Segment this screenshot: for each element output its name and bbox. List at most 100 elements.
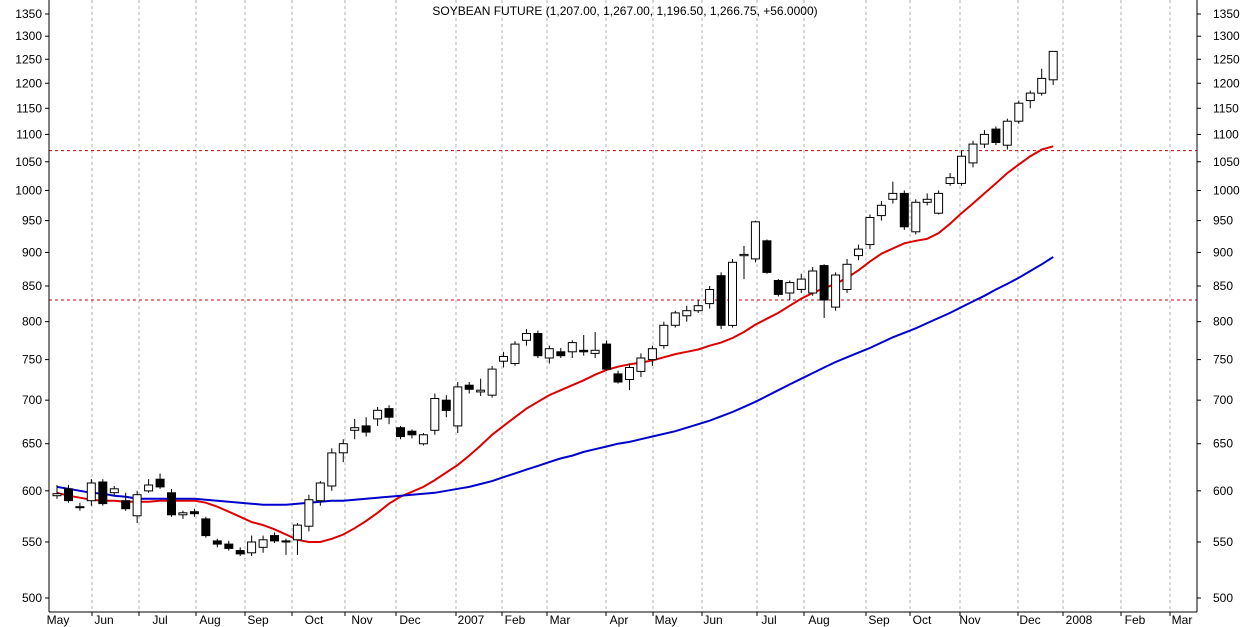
candle [315,481,325,506]
y-tick-label-right: 850 [1213,279,1233,293]
y-tick-label-left: 950 [22,214,42,228]
candle [167,488,176,517]
chart-title: SOYBEAN FUTURE (1,207.00, 1,267.00, 1,19… [432,4,817,18]
candle [1048,50,1058,85]
candle-body [441,399,451,411]
y-tick-label-left: 900 [22,245,42,259]
candle-body [899,192,909,228]
candle [636,353,646,378]
candle [510,341,520,366]
candle [1014,100,1024,124]
candle-body [957,155,966,184]
candle [499,351,508,368]
candle [281,538,291,555]
candle [1025,90,1035,109]
x-tick-label: 2007 [458,613,485,627]
y-tick-label-right: 800 [1213,315,1233,329]
candle-body [705,289,715,305]
candle-body [808,270,818,294]
y-tick-label-right: 500 [1213,591,1233,605]
candle [98,479,108,506]
candle-body [991,128,1001,144]
y-tick-label-left: 750 [22,353,42,367]
candle-body [682,310,692,317]
candle-body [945,177,955,184]
ma-short-line [56,145,1054,543]
candle [567,340,577,359]
candle [270,532,279,544]
candle [842,258,852,293]
candle-body [1014,102,1024,122]
x-tick-label: Apr [610,613,629,627]
y-tick-label-right: 1050 [1213,155,1240,169]
candle [899,190,909,230]
y-tick-label-right: 900 [1213,245,1233,259]
candle-body [728,261,737,326]
candle-body [544,348,554,359]
candle-body [373,409,383,420]
candle [418,432,428,446]
candle [212,538,222,548]
candle [865,214,875,250]
candle-body [865,217,875,246]
candle-body [476,389,486,393]
y-tick-label-right: 1300 [1213,29,1240,43]
ma-long-line [56,256,1054,506]
candle-body [327,452,337,487]
candle-body [178,512,188,516]
y-tick-label-right: 1350 [1213,7,1240,21]
candle-body [121,500,131,510]
candle [258,535,268,553]
candle-body [1037,77,1047,94]
y-tick-label-right: 1150 [1213,101,1239,115]
candle [739,245,749,280]
candle-body [796,278,806,290]
candle-body [189,511,199,515]
candle-body [522,333,531,341]
candle [590,332,600,359]
candle-body [773,280,783,295]
y-tick-label-left: 700 [22,393,42,407]
candle-body [659,324,669,347]
candle [201,516,211,538]
candle [957,150,966,186]
candle-body [819,265,829,301]
candle [625,363,634,391]
x-tick-label: Oct [305,613,324,627]
candle [808,266,818,296]
candle-body [338,443,348,454]
candle-body [350,427,360,431]
candle-body [212,540,222,545]
candle [888,181,898,204]
candle-body [315,482,325,502]
candle-body [602,343,612,370]
candle [659,321,669,349]
candle-body [968,143,978,164]
x-tick-label: Sep [247,613,269,627]
candle-body [979,133,989,145]
candle-body [64,488,73,502]
candle [579,335,589,356]
y-tick-label-left: 1250 [15,52,42,66]
candle [762,239,772,274]
candle-body [590,349,600,354]
candle [522,329,531,346]
candle-body [1025,92,1035,102]
y-tick-label-left: 1000 [15,183,42,197]
candle-body [144,484,154,492]
candle [556,347,566,359]
candle [338,439,348,463]
candle [670,310,680,328]
candle-body [487,368,497,396]
candle-body [533,333,543,357]
candle-body [52,493,62,497]
candle-body [934,192,944,214]
candle [64,484,73,503]
candle-body [888,192,898,200]
y-tick-label-right: 600 [1213,484,1233,498]
y-tick-label-right: 550 [1213,535,1233,549]
candle-body [647,348,657,361]
candle-body [224,543,234,549]
candle-body [109,488,119,494]
candle [819,264,829,318]
